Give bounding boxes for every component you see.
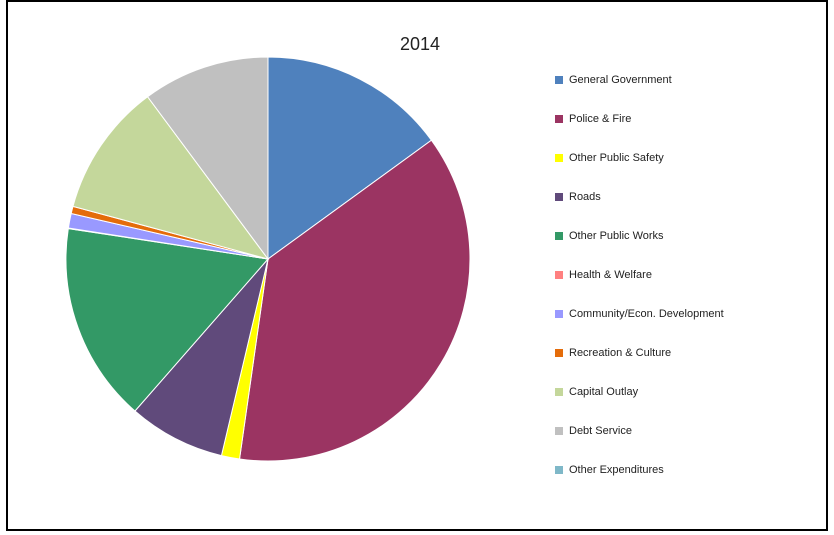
legend-item-recreation-culture: Recreation & Culture bbox=[555, 345, 671, 361]
pie-slice-other-public-works bbox=[65, 227, 269, 412]
legend-swatch bbox=[555, 193, 563, 201]
legend-swatch bbox=[555, 154, 563, 162]
legend-label: Capital Outlay bbox=[569, 386, 639, 398]
legend-label: Other Public Safety bbox=[569, 152, 664, 164]
legend-label: Other Public Works bbox=[569, 230, 664, 242]
legend-swatch bbox=[555, 466, 563, 474]
legend-label: Other Expenditures bbox=[569, 464, 664, 476]
legend-item-other-expenditures: Other Expenditures bbox=[555, 462, 664, 478]
legend-item-other-public-safety: Other Public Safety bbox=[555, 150, 664, 166]
pie-slice-police-fire bbox=[238, 139, 471, 462]
legend-item-community-econ-development: Community/Econ. Development bbox=[555, 306, 724, 322]
legend-item-capital-outlay: Capital Outlay bbox=[555, 384, 638, 400]
legend-swatch bbox=[555, 427, 563, 435]
legend-item-health-welfare: Health & Welfare bbox=[555, 267, 652, 283]
legend-label: Recreation & Culture bbox=[569, 347, 672, 359]
legend-swatch bbox=[555, 271, 563, 279]
legend-swatch bbox=[555, 349, 563, 357]
legend-item-roads: Roads bbox=[555, 189, 601, 205]
legend-item-police-fire: Police & Fire bbox=[555, 111, 631, 127]
legend-item-general-government: General Government bbox=[555, 72, 672, 88]
pie-slice-capital-outlay bbox=[72, 96, 270, 260]
legend-item-debt-service: Debt Service bbox=[555, 423, 632, 439]
legend-swatch bbox=[555, 388, 563, 396]
pie-slice-roads bbox=[134, 258, 269, 457]
legend-label: Community/Econ. Development bbox=[569, 308, 724, 320]
legend-label: Health & Welfare bbox=[569, 269, 652, 281]
legend-label: Roads bbox=[569, 191, 601, 203]
pie-slice-debt-service bbox=[146, 56, 269, 261]
chart-title: 2014 bbox=[399, 34, 441, 54]
legend-label: Police & Fire bbox=[569, 113, 632, 125]
legend-swatch bbox=[555, 115, 563, 123]
legend-label: Debt Service bbox=[569, 425, 632, 437]
legend-swatch bbox=[555, 232, 563, 240]
pie-slice-general-government bbox=[267, 56, 433, 260]
legend-swatch bbox=[555, 76, 563, 84]
legend-label: General Government bbox=[569, 74, 672, 86]
legend-item-other-public-works: Other Public Works bbox=[555, 228, 664, 244]
legend-swatch bbox=[555, 310, 563, 318]
